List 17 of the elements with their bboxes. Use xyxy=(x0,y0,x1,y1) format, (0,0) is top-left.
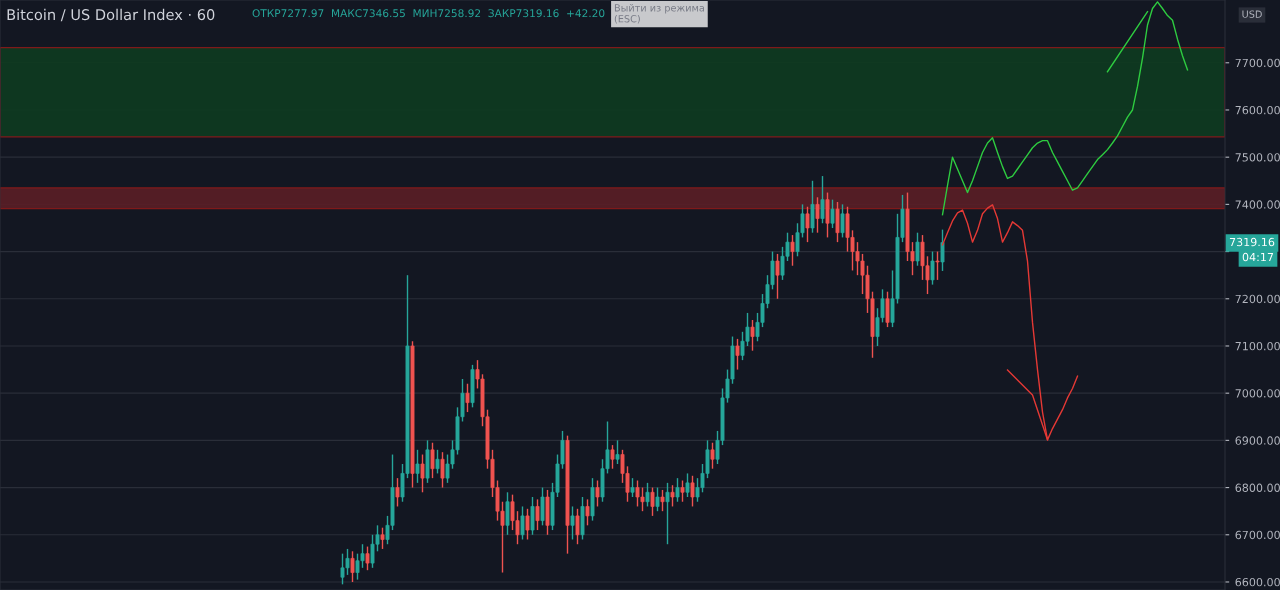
text: ОТКР7277.97 МАКС7346.55 МИН7258.92 ЗАКР7319.16 +42.20 xyxy=(252,9,605,18)
y-tick-label: 6600.00 xyxy=(1235,577,1280,587)
y-tick-label: 7500.00 xyxy=(1235,153,1280,162)
y-tick-label: 7100.00 xyxy=(1235,341,1280,351)
text: Bitcoin / US Dollar Index · 60 xyxy=(7,8,215,22)
text: 04:17 xyxy=(1242,252,1274,262)
y-tick-label: 7700.00 xyxy=(1235,58,1280,68)
annotation: Выйти из режима (ESC) xyxy=(614,4,704,24)
text: USD xyxy=(1242,10,1262,18)
text: 7319.16 xyxy=(1229,237,1275,247)
y-tick-label: 7400.00 xyxy=(1235,200,1280,209)
y-tick-label: 7200.00 xyxy=(1235,294,1280,304)
y-tick-label: 7600.00 xyxy=(1235,105,1280,115)
y-tick-label: 7000.00 xyxy=(1235,389,1280,398)
y-tick-label: 6900.00 xyxy=(1235,436,1280,445)
y-tick-label: 6800.00 xyxy=(1235,483,1280,492)
y-tick-label: 6700.00 xyxy=(1235,530,1280,540)
